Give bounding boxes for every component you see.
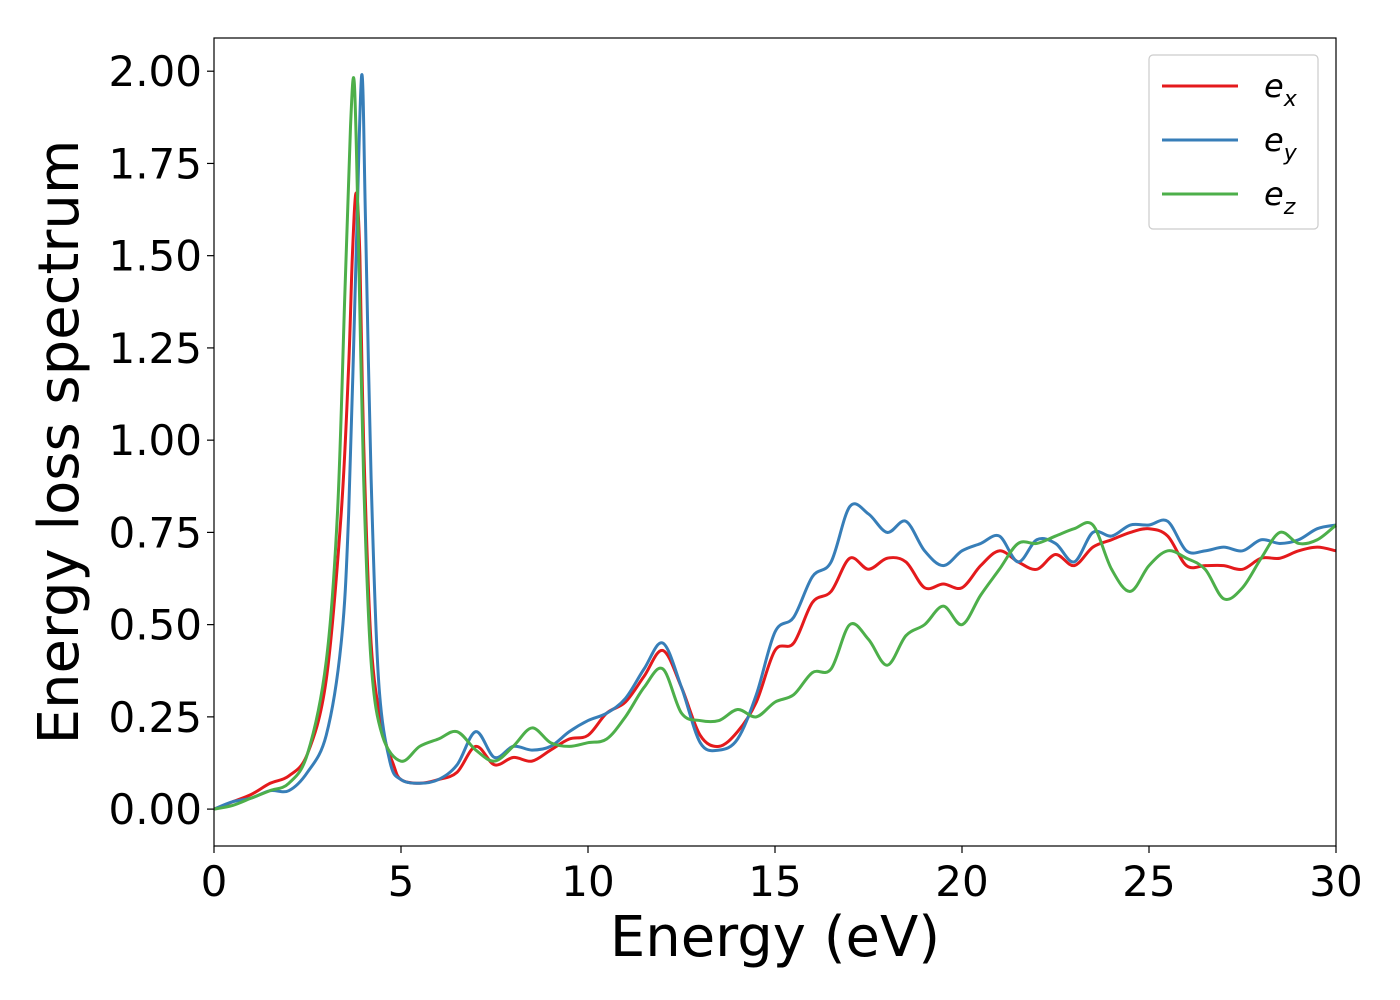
- x-axis-label: Energy (eV): [610, 905, 940, 970]
- x-tick-label: 5: [388, 857, 415, 906]
- legend: ex ey ez: [1148, 54, 1319, 230]
- y-tick-label: 1.75: [108, 139, 202, 188]
- legend-label-e-z: ez: [1264, 175, 1296, 220]
- y-tick-label: 1.50: [108, 232, 202, 281]
- y-tick-label: 0.50: [108, 601, 202, 650]
- x-tick-label: 15: [748, 857, 801, 906]
- y-tick-label: 0.00: [108, 785, 202, 834]
- y-tick-label: 1.00: [108, 416, 202, 465]
- y-axis: 0.00 0.25 0.50 0.75 1.00 1.25 1.50 1.75 2.00: [108, 47, 214, 834]
- y-tick-label: 2.00: [108, 47, 202, 96]
- legend-box: [1148, 54, 1319, 230]
- legend-label-e-y: ey: [1264, 121, 1298, 166]
- x-tick-label: 10: [561, 857, 614, 906]
- series-line-e-y: [213, 73, 1337, 811]
- x-tick-label: 30: [1309, 857, 1362, 906]
- y-tick-label: 0.75: [108, 508, 202, 557]
- y-tick-label: 0.25: [108, 693, 202, 742]
- y-tick-label: 1.25: [108, 324, 202, 373]
- series-line-e-z: [213, 76, 1337, 811]
- x-axis: 0 5 10 15 20 25 30: [201, 846, 1363, 906]
- y-axis-label: Energy loss spectrum: [27, 140, 92, 745]
- series-layer: [213, 73, 1337, 811]
- x-tick-label: 0: [201, 857, 228, 906]
- x-tick-label: 20: [935, 857, 988, 906]
- x-tick-label: 25: [1122, 857, 1175, 906]
- legend-label-e-x: ex: [1264, 67, 1298, 112]
